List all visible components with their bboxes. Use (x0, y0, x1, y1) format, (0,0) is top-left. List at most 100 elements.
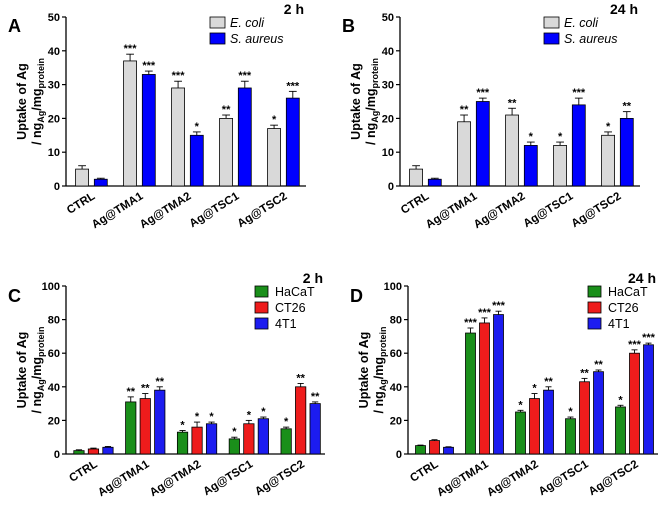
bar (579, 381, 590, 455)
bar (295, 386, 307, 455)
x-tick-label: Ag@TMA2 (485, 458, 540, 499)
y-axis-label-part: / ng (372, 391, 386, 413)
panel-letter: B (342, 16, 355, 36)
x-tick-label: Ag@TMA2 (472, 190, 527, 231)
significance-label: ** (155, 376, 164, 388)
y-axis-subscript: protein (36, 58, 46, 89)
x-tick-label: Ag@TSC1 (537, 458, 591, 498)
bar (457, 121, 471, 187)
bar (280, 428, 292, 455)
significance-label: *** (142, 60, 156, 72)
x-tick-label: Ag@TMA1 (424, 190, 480, 231)
significance-label: ** (580, 367, 589, 379)
x-tick-label: Ag@TSC2 (236, 190, 290, 230)
bar (523, 145, 538, 187)
y-axis-label-line2: / ngAg/mgprotein (30, 58, 46, 145)
bar (189, 134, 204, 187)
bar (228, 438, 240, 455)
significance-label: *** (124, 43, 138, 55)
significance-label: * (195, 411, 200, 423)
bar (176, 431, 189, 455)
legend-label: CT26 (608, 301, 639, 315)
bar (309, 403, 321, 455)
bar (643, 344, 654, 455)
bar (529, 398, 540, 455)
y-axis-label-part: / ng (30, 391, 44, 413)
panel-d: D 24 h 0 20 40 60 80 100 Uptake of Ag / ngAg/mgpr… (350, 270, 658, 499)
bar (141, 74, 156, 187)
y-tick-label: 30 (382, 80, 394, 92)
x-tick-label: CTRL (65, 190, 97, 216)
y-tick-label: 80 (48, 315, 60, 327)
legend-swatch (543, 32, 560, 45)
significance-label: * (195, 121, 200, 133)
legend-label: 4T1 (608, 317, 630, 331)
significance-label: *** (572, 87, 586, 99)
legend-swatch (587, 301, 602, 314)
x-tick-label: Ag@TMA1 (96, 458, 152, 499)
legend-label: HaCaT (608, 285, 648, 299)
significance-label: * (247, 409, 252, 421)
significance-label: ** (508, 97, 517, 109)
legend-label: 4T1 (275, 317, 297, 331)
y-tick-label: 80 (390, 315, 402, 327)
significance-label: * (261, 406, 266, 418)
y-axis-label-part: /mg (30, 357, 44, 379)
bar (87, 448, 100, 455)
legend-label: S. aureus (564, 32, 618, 46)
bar (205, 423, 218, 455)
y-tick-label: 50 (382, 12, 394, 24)
panel-c: C 2 h 0 20 40 60 80 100 Uptake of Ag / ngAg/mgpro… (8, 270, 325, 499)
significance-label: ** (126, 386, 135, 398)
significance-label: *** (464, 317, 478, 329)
significance-label: * (180, 419, 185, 431)
bar (493, 314, 504, 455)
y-axis-label-line1: Uptake of Ag (15, 63, 29, 140)
x-tick-label: Ag@TSC1 (522, 190, 576, 230)
legend-swatch (254, 301, 269, 314)
y-axis-subscript: Ag (36, 379, 46, 391)
y-tick-label: 100 (42, 281, 60, 293)
significance-label: ** (296, 372, 305, 384)
y-axis-subscript: Ag (36, 111, 46, 123)
bar (243, 423, 255, 455)
y-tick-label: 10 (382, 147, 394, 159)
legend-label: S. aureus (230, 32, 284, 46)
legend-swatch (587, 285, 602, 298)
x-tick-label: CTRL (399, 190, 431, 216)
significance-label: ** (460, 104, 469, 116)
y-tick-label: 40 (382, 46, 394, 58)
legend-label: CT26 (275, 301, 306, 315)
significance-label: *** (238, 70, 252, 82)
x-tick-label: Ag@TSC1 (201, 458, 255, 498)
y-axis-label-part: / ng (30, 123, 44, 145)
bar (191, 426, 203, 455)
y-tick-label: 30 (48, 80, 60, 92)
legend-label: HaCaT (275, 285, 315, 299)
y-axis-subscript: protein (370, 58, 380, 89)
bar (75, 168, 89, 187)
x-tick-label: CTRL (408, 458, 440, 484)
y-axis-label-line2: / ngAg/mgprotein (30, 327, 46, 414)
x-tick-label: Ag@TMA2 (148, 458, 203, 499)
significance-label: *** (286, 80, 300, 92)
significance-label: ** (594, 359, 603, 371)
bar (285, 97, 300, 187)
significance-label: ** (311, 391, 320, 403)
y-tick-label: 40 (390, 382, 402, 394)
y-tick-label: 40 (48, 46, 60, 58)
y-axis-label-line1: Uptake of Ag (357, 332, 371, 409)
y-tick-label: 100 (384, 281, 402, 293)
bar (427, 178, 442, 187)
bar (571, 104, 586, 187)
significance-label: ** (222, 104, 231, 116)
x-tick-label: Ag@TSC1 (188, 190, 242, 230)
significance-label: * (618, 394, 623, 406)
y-tick-label: 20 (48, 113, 60, 125)
bar (443, 446, 454, 455)
y-axis-label-part: /mg (372, 357, 386, 379)
significance-label: *** (478, 307, 492, 319)
bar (565, 418, 576, 455)
y-tick-label: 50 (48, 12, 60, 24)
